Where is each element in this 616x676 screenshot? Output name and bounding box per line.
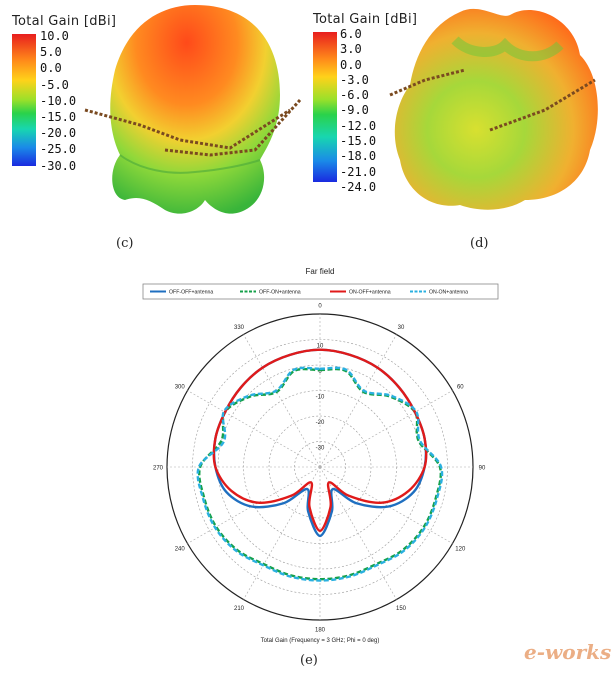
angle-tick-label: 210: [234, 606, 245, 612]
panel-label-e: (e): [300, 653, 318, 668]
polar-spoke: [243, 334, 321, 468]
legend: OFF-OFF+antenna OFF-ON+antenna ON-OFF+ante…: [142, 283, 499, 300]
radial-tick-label: 0: [318, 369, 322, 375]
angle-tick-label: 180: [315, 628, 326, 634]
colorbar-c: [12, 34, 36, 166]
radial-tick-label: 10: [317, 344, 324, 350]
gain-surface-c: [110, 5, 280, 214]
polar-chart: Far field OFF-OFF+antenna OFF-ON+antenna O…: [142, 267, 499, 644]
cb-tick: -10.0: [40, 93, 77, 108]
angle-tick-label: 120: [455, 547, 466, 553]
cb-tick: 3.0: [340, 42, 362, 57]
polar-series: [196, 348, 444, 582]
series-line-on-off-antenna: [212, 348, 428, 533]
radial-tick-label: -20: [316, 420, 325, 426]
radial-tick-label: -30: [316, 446, 325, 452]
angle-tick-label: 60: [457, 385, 464, 391]
panel-label-d: (d): [470, 236, 489, 251]
colorbar-ticks-c: 10.0 5.0 0.0 -5.0 -10.0 -15.0 -20.0 -25.…: [40, 30, 100, 176]
cb-tick: -18.0: [340, 149, 377, 164]
chart-xlabel: Total Gain (Frequency = 3 GHz; Phi = 0 d…: [261, 638, 380, 644]
angle-tick-label: 90: [479, 466, 486, 472]
antenna-strip-d: [389, 68, 596, 132]
colorbar-title-c: Total Gain [dBi]: [12, 14, 117, 29]
cb-tick: -20.0: [40, 126, 77, 141]
angle-tick-label: 270: [153, 466, 164, 472]
colorbar-d: [313, 32, 337, 182]
cb-tick: -15.0: [40, 109, 77, 124]
cb-tick: 6.0: [340, 27, 362, 41]
cb-tick: -5.0: [40, 77, 69, 92]
legend-box: [142, 283, 499, 300]
cb-tick: -21.0: [340, 164, 377, 179]
polar-ring: [192, 339, 448, 595]
cb-tick: -25.0: [40, 142, 77, 157]
angle-tick-label: 240: [175, 547, 186, 553]
angle-tick-label: 150: [396, 606, 407, 612]
polar-spoke: [187, 390, 321, 468]
antenna-strip-c: [84, 98, 302, 157]
cb-tick: 10.0: [40, 29, 69, 43]
polar-grid: 0 30 60 90 120 150 180 210 240 270 300 330 10 0 -10 -20…: [153, 304, 486, 634]
angle-tick-label: 330: [234, 325, 245, 331]
legend-label: OFF-OFF+antenna: [169, 290, 213, 296]
cb-tick: -30.0: [40, 158, 77, 173]
cb-tick: -9.0: [340, 103, 369, 118]
radiation-pattern-3d-d: [389, 8, 598, 210]
panel-label-c: (c): [116, 236, 134, 251]
radiation-pattern-3d-c: [84, 5, 302, 214]
angle-tick-label: 30: [398, 325, 405, 331]
chart-title: Far field: [306, 267, 335, 276]
colorbar-ticks-d: 6.0 3.0 0.0 -3.0 -6.0 -9.0 -12.0 -15.0 -…: [340, 28, 400, 196]
cb-tick: -12.0: [340, 118, 377, 133]
legend-label: OFF-ON+antenna: [259, 290, 301, 296]
cb-tick: 0.0: [40, 61, 62, 76]
cb-tick: 5.0: [40, 45, 62, 60]
colorbar-title-d: Total Gain [dBi]: [313, 12, 418, 27]
series-line-on-on-antenna: [196, 366, 444, 582]
polar-ring: [268, 415, 372, 519]
angle-tick-label: 300: [175, 385, 186, 391]
polar-spoke: [319, 390, 453, 468]
angle-tick-label: 0: [318, 304, 322, 310]
cb-tick: -3.0: [340, 72, 369, 87]
gain-surface-d: [394, 8, 598, 210]
cb-tick: -24.0: [340, 179, 377, 194]
cb-tick: 0.0: [340, 57, 362, 72]
watermark: e-works: [524, 640, 612, 664]
cb-tick: -15.0: [340, 134, 377, 149]
polar-spoke: [187, 466, 321, 544]
legend-label: ON-ON+antenna: [429, 290, 468, 296]
legend-label: ON-OFF+antenna: [349, 290, 391, 296]
polar-spoke: [319, 466, 453, 544]
polar-spoke: [319, 334, 397, 468]
radial-tick-label: -10: [316, 395, 325, 401]
cb-tick: -6.0: [340, 88, 369, 103]
